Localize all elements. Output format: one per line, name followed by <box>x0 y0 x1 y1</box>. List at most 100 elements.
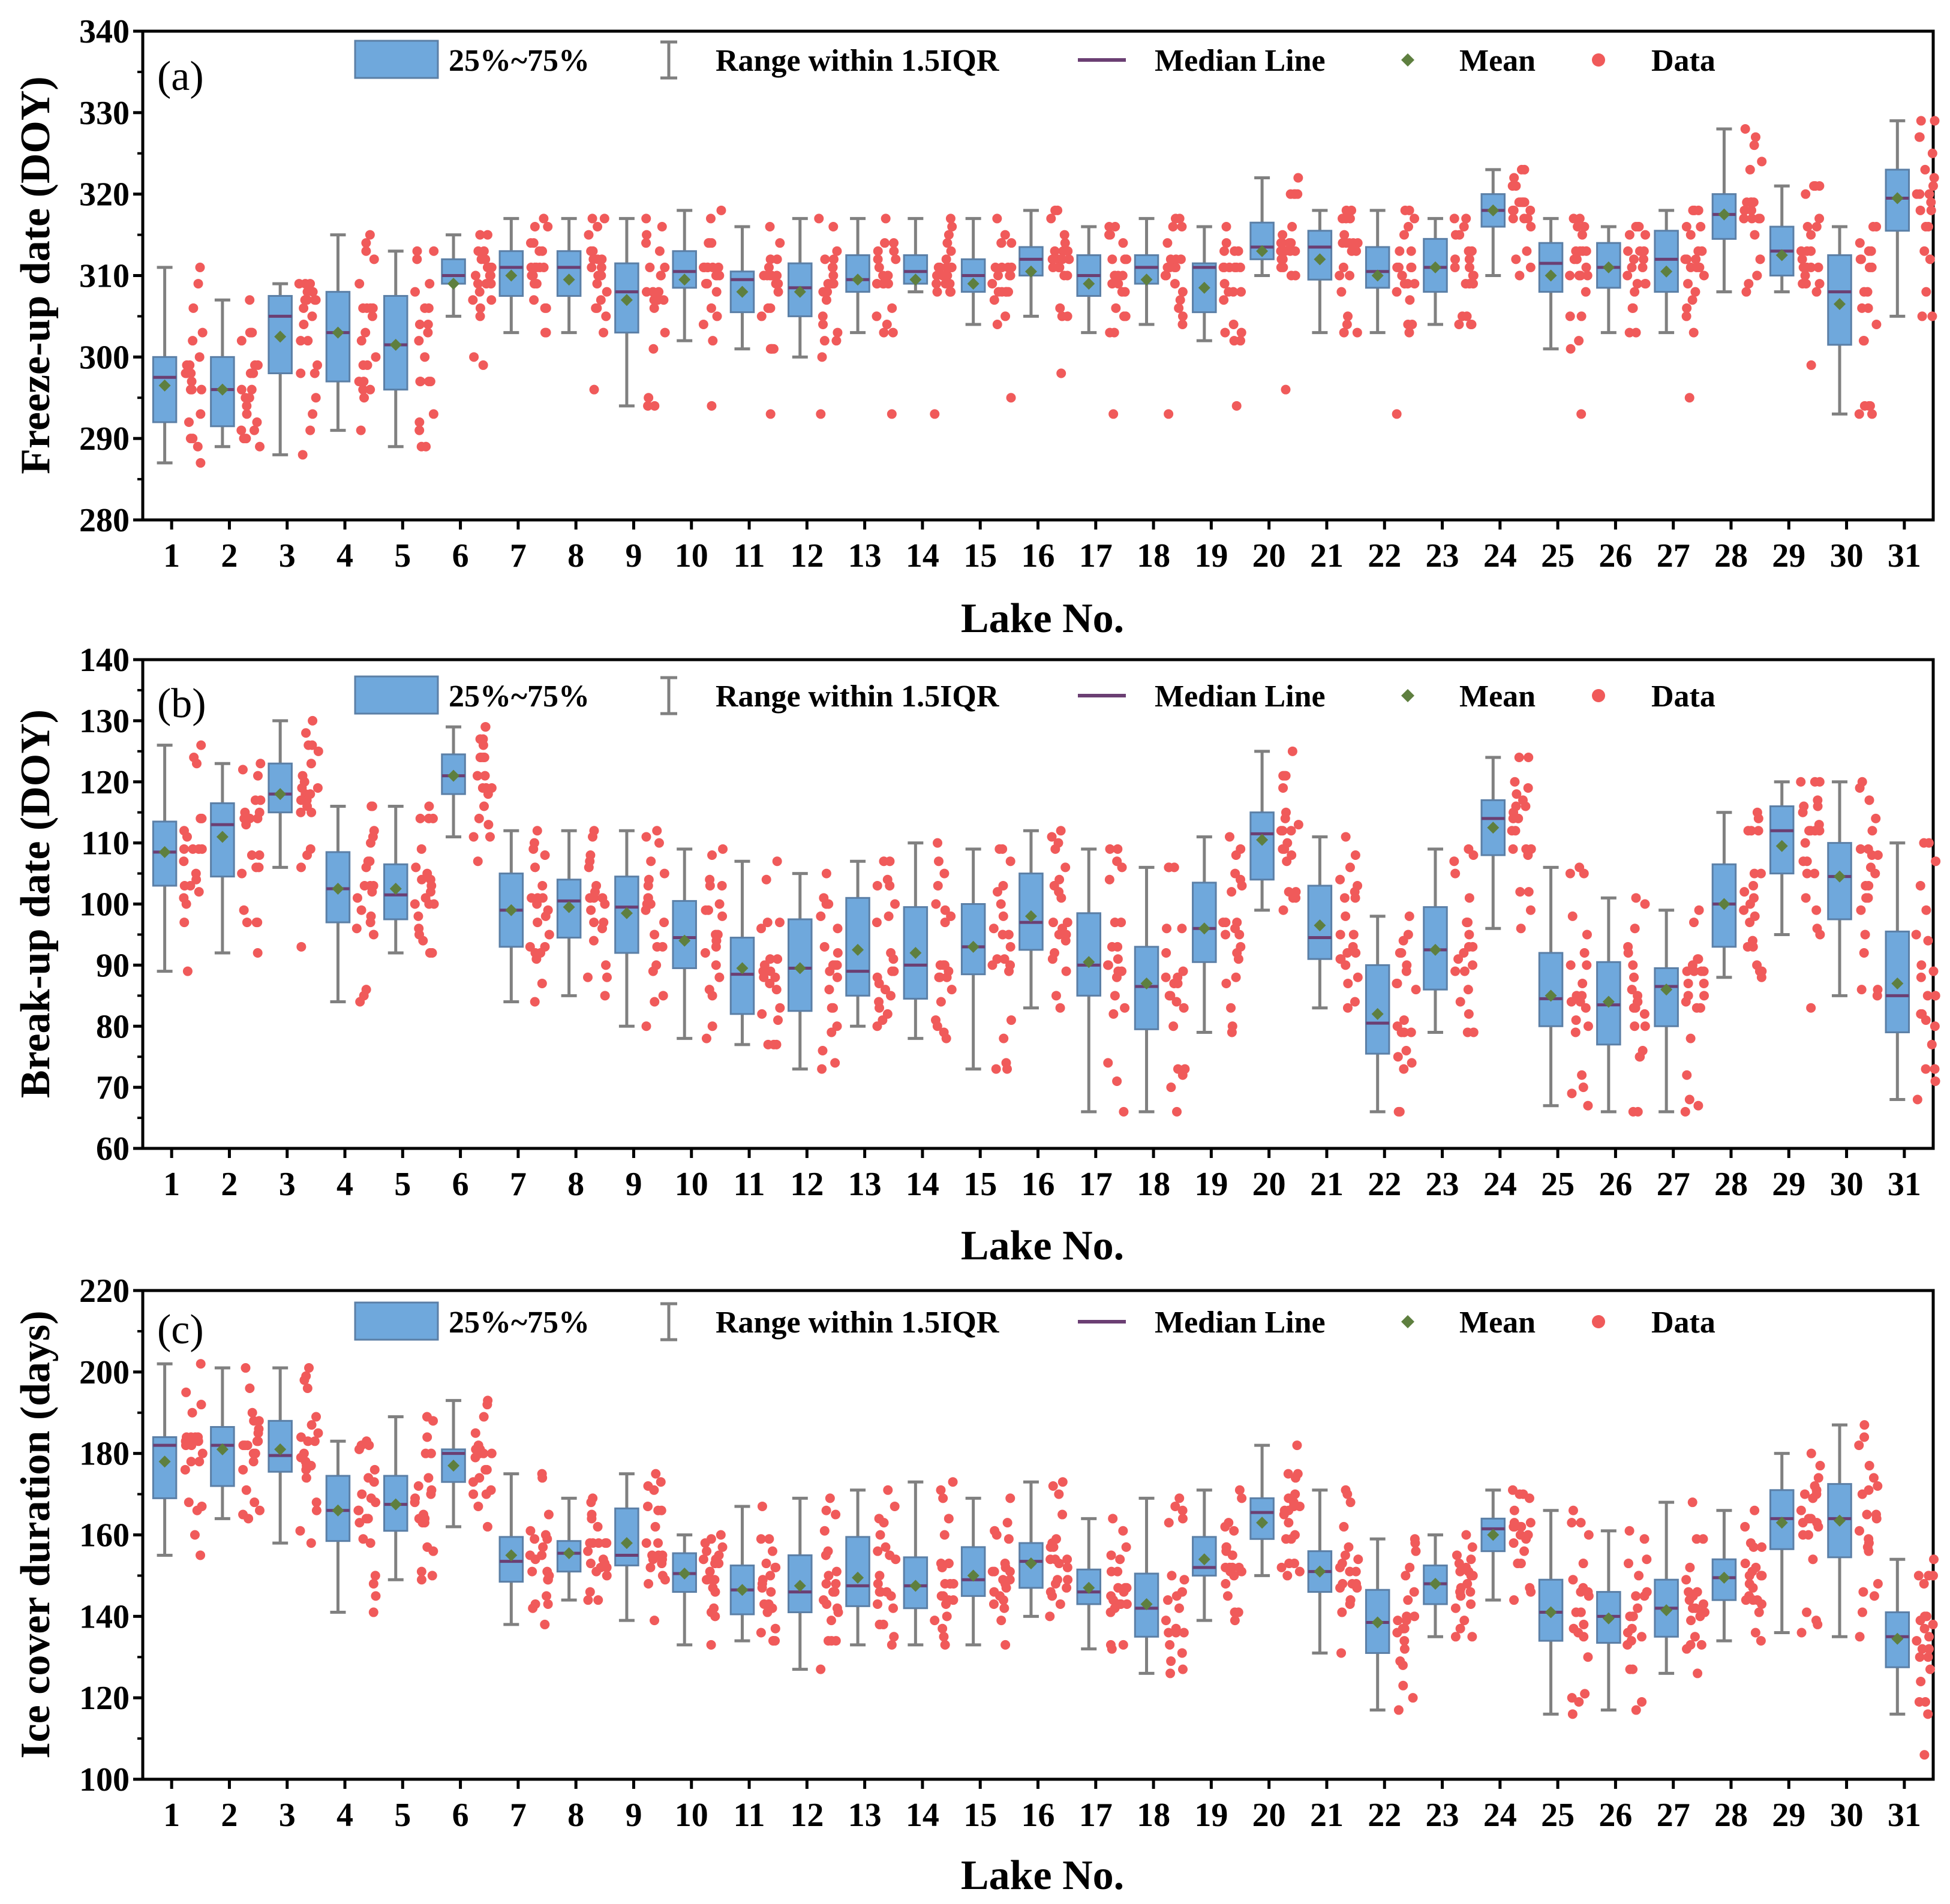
data-point <box>1458 311 1468 321</box>
data-point <box>828 1003 838 1013</box>
data-point <box>1806 230 1816 240</box>
mean-marker <box>158 379 171 392</box>
data-point <box>765 954 775 964</box>
data-point <box>827 262 837 272</box>
data-point <box>698 320 708 329</box>
x-tick-label: 21 <box>1310 1166 1344 1203</box>
data-point <box>1293 1469 1303 1479</box>
data-point <box>939 1530 950 1540</box>
data-point <box>301 1473 311 1483</box>
data-point <box>1631 1705 1641 1715</box>
mean-marker <box>274 788 287 801</box>
data-point <box>944 230 954 240</box>
data-point <box>600 991 610 1001</box>
mean-marker <box>678 1568 691 1580</box>
data-point <box>188 844 198 854</box>
data-point <box>1574 1697 1584 1707</box>
data-point <box>1756 1636 1766 1646</box>
data-point <box>883 1485 893 1495</box>
data-point <box>832 1021 842 1031</box>
mean-marker <box>274 330 287 343</box>
data-point <box>1567 1709 1578 1719</box>
box-group <box>1480 753 1536 934</box>
data-point <box>254 1505 265 1515</box>
data-point <box>296 368 306 378</box>
data-point <box>1864 795 1874 805</box>
data-point <box>1113 279 1123 289</box>
data-point <box>250 360 260 370</box>
data-point <box>197 327 208 338</box>
data-point <box>1229 1571 1239 1581</box>
data-point <box>1105 1607 1116 1617</box>
data-point <box>1579 1619 1589 1629</box>
data-point <box>1930 1076 1940 1086</box>
data-point <box>528 844 539 854</box>
data-point <box>1912 1636 1922 1646</box>
data-point <box>365 384 375 395</box>
data-point <box>1634 246 1645 256</box>
box-group <box>152 740 207 976</box>
data-point <box>470 1428 480 1438</box>
x-tick-label: 11 <box>734 537 765 574</box>
data-point <box>1634 1052 1645 1062</box>
box-group <box>1076 844 1130 1117</box>
data-point <box>356 1440 366 1451</box>
data-point <box>1410 213 1420 224</box>
data-point <box>1345 1497 1356 1508</box>
data-point <box>1222 1591 1233 1601</box>
data-point <box>1063 246 1073 256</box>
data-point <box>1282 1571 1293 1581</box>
data-point <box>601 960 611 970</box>
data-point <box>1171 997 1182 1007</box>
box-group <box>614 213 670 411</box>
data-point <box>1582 930 1592 940</box>
box-group <box>1249 1440 1305 1581</box>
data-point <box>759 1599 770 1609</box>
data-point <box>254 807 265 817</box>
data-point <box>1161 270 1171 281</box>
x-tick-label: 10 <box>675 1166 708 1203</box>
data-point <box>1919 1750 1930 1760</box>
box-group <box>1480 164 1536 281</box>
data-point <box>1628 303 1638 313</box>
data-point <box>474 813 484 823</box>
data-point <box>301 1371 311 1381</box>
data-point <box>358 384 368 395</box>
mean-marker <box>1602 261 1615 273</box>
data-point <box>1923 936 1933 946</box>
data-point <box>1689 918 1699 928</box>
iqr-box <box>1538 952 1564 1027</box>
data-point <box>1863 303 1873 313</box>
data-point <box>650 997 660 1007</box>
data-point <box>485 832 495 842</box>
data-point <box>1576 311 1587 321</box>
mean-marker <box>1429 261 1441 273</box>
data-point <box>197 844 207 854</box>
data-point <box>1752 270 1762 281</box>
data-point <box>711 1554 721 1565</box>
data-point <box>1343 311 1353 321</box>
data-point <box>1456 1591 1466 1601</box>
box-group <box>1018 205 1074 378</box>
data-point <box>1684 1094 1694 1105</box>
data-point <box>1681 311 1691 321</box>
data-point <box>1855 238 1865 248</box>
data-point <box>1574 270 1584 281</box>
data-point <box>882 320 892 329</box>
data-point <box>1450 1632 1461 1642</box>
data-point <box>1694 905 1704 915</box>
data-point <box>540 850 550 860</box>
data-point <box>1111 303 1121 313</box>
data-point <box>1567 1518 1577 1528</box>
data-point <box>883 270 893 281</box>
data-point <box>1917 1644 1927 1654</box>
data-point <box>1526 844 1536 854</box>
data-point <box>1399 1636 1410 1646</box>
iqr-box <box>672 900 697 969</box>
data-point <box>936 1485 946 1495</box>
data-point <box>296 336 306 346</box>
x-tick-label: 13 <box>848 1166 882 1203</box>
mean-marker <box>332 883 344 895</box>
y-tick-label: 340 <box>79 13 130 50</box>
data-point <box>705 1566 715 1577</box>
